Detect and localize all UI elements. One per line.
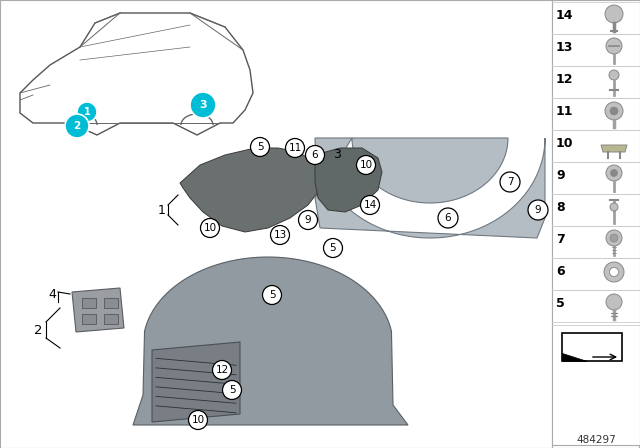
Bar [562,333,622,361]
Text: 4: 4 [48,289,56,302]
Circle shape [285,138,305,158]
Circle shape [77,102,97,122]
Circle shape [223,380,241,400]
Polygon shape [180,148,322,232]
Text: 11: 11 [289,143,301,153]
Circle shape [606,294,622,310]
Text: 10: 10 [556,137,573,150]
Circle shape [500,172,520,192]
Text: 3: 3 [333,148,341,161]
Circle shape [610,107,618,115]
Text: 5: 5 [228,385,236,395]
Bar [552,0,640,445]
Circle shape [609,267,618,276]
Circle shape [605,102,623,120]
Bar [82,314,96,324]
Circle shape [262,285,282,305]
Circle shape [360,195,380,215]
Polygon shape [601,145,627,152]
Circle shape [610,203,618,211]
Text: 10: 10 [204,223,216,233]
Circle shape [189,410,207,430]
Text: 5: 5 [257,142,263,152]
Circle shape [606,230,622,246]
Circle shape [65,114,89,138]
Text: 13: 13 [273,230,287,240]
Text: 6: 6 [445,213,451,223]
Text: 3: 3 [199,100,207,110]
Circle shape [305,146,324,164]
Text: 9: 9 [305,215,311,225]
Polygon shape [152,342,240,422]
Bar [104,298,118,308]
Text: 6: 6 [556,265,564,278]
Circle shape [438,208,458,228]
Text: 9: 9 [556,169,564,182]
Circle shape [271,225,289,245]
Circle shape [609,70,619,80]
Text: 6: 6 [312,150,318,160]
Circle shape [250,138,269,156]
Circle shape [606,38,622,54]
Text: 8: 8 [556,201,564,214]
Circle shape [190,92,216,118]
Polygon shape [315,138,545,238]
Circle shape [356,155,376,175]
Circle shape [610,234,618,242]
Text: 484297: 484297 [576,435,616,445]
Text: 2: 2 [74,121,81,131]
Text: 7: 7 [556,233,564,246]
Circle shape [528,200,548,220]
Polygon shape [315,148,382,212]
Polygon shape [133,257,408,425]
Text: 14: 14 [556,9,573,22]
Text: 5: 5 [330,243,336,253]
Circle shape [323,238,342,258]
Text: 13: 13 [556,41,573,54]
Text: 5: 5 [556,297,564,310]
Text: 10: 10 [360,160,372,170]
Circle shape [611,169,618,177]
Text: 12: 12 [556,73,573,86]
Bar [82,298,96,308]
Circle shape [298,211,317,229]
Text: 14: 14 [364,200,376,210]
Circle shape [200,219,220,237]
Circle shape [606,165,622,181]
Text: 1: 1 [84,107,90,117]
Text: 1: 1 [158,203,166,216]
Text: 9: 9 [534,205,541,215]
Polygon shape [72,288,124,332]
Text: 11: 11 [556,105,573,118]
Circle shape [604,262,624,282]
Polygon shape [562,353,587,361]
Circle shape [605,5,623,23]
Text: 10: 10 [191,415,205,425]
Text: 12: 12 [216,365,228,375]
Text: 5: 5 [269,290,275,300]
Bar [104,314,118,324]
Text: 7: 7 [507,177,513,187]
Circle shape [212,361,232,379]
Text: 2: 2 [34,323,42,336]
